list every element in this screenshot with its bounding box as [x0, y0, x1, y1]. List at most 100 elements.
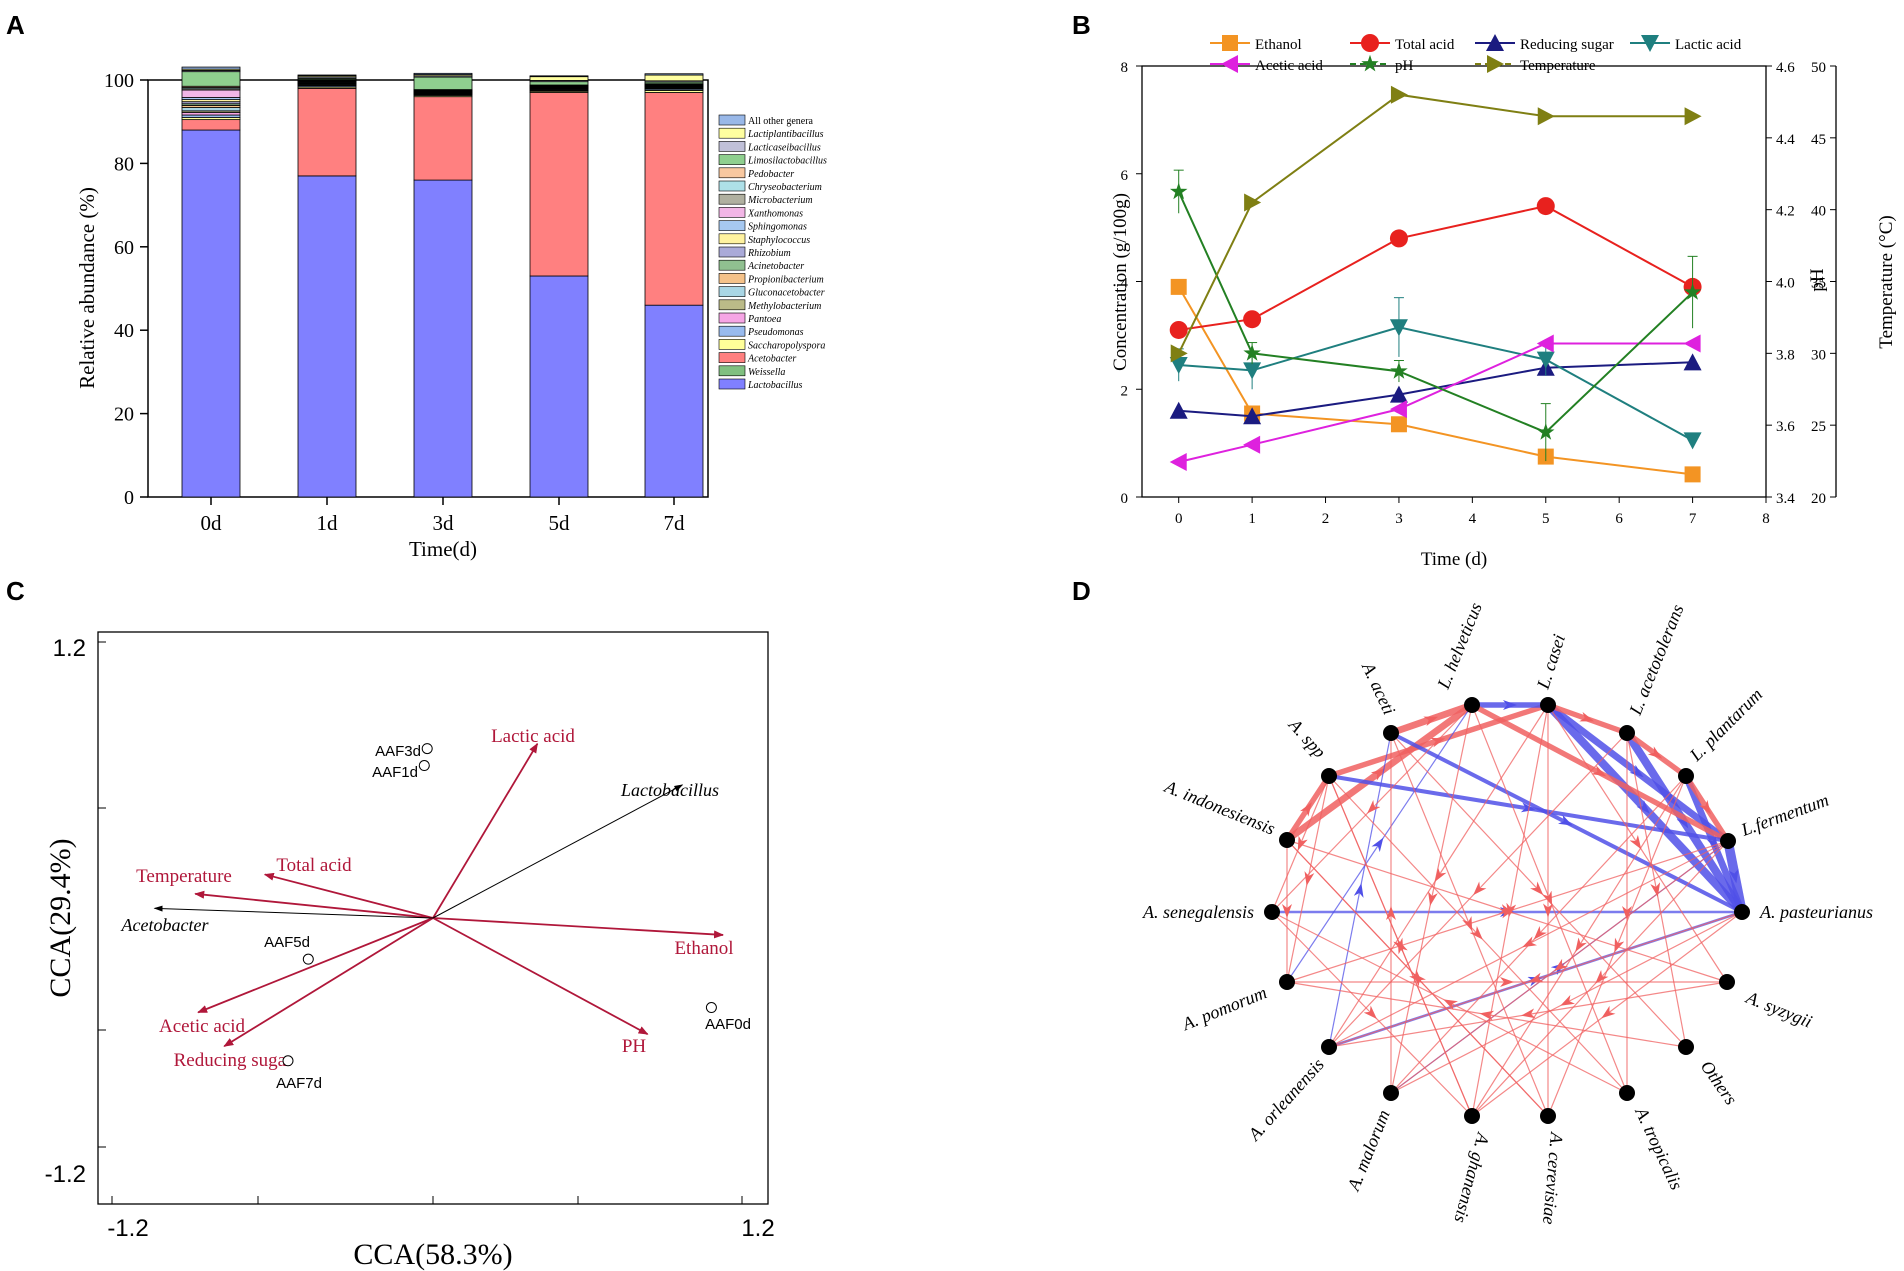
- node-label-l-acetotolerans: L. acetotolerans: [1625, 602, 1688, 719]
- legend-label-xanthomonas: Xanthomonas: [747, 208, 803, 219]
- edge-l-acetotolerans-to-a-pasteurianus: [1623, 730, 1746, 915]
- ph-tick-label: 4.6: [1776, 60, 1795, 76]
- node-l-plantarum: [1678, 768, 1694, 784]
- y-tick-label-c-top: 1.2: [53, 635, 86, 662]
- bar-lactobacillus-1d: [297, 175, 357, 498]
- legend-label-acetic-acid: Acetic acid: [1255, 58, 1323, 74]
- node-label-a-tropicalis: A. tropicalis: [1631, 1103, 1687, 1192]
- y-axis-title-c: CCA(29.4%): [44, 838, 77, 997]
- temperature-tick-label: 40: [1811, 204, 1826, 220]
- point-temperature-7: [1684, 107, 1702, 126]
- x-tick-label-a: 7d: [664, 511, 686, 535]
- series-acetic-acid: [1169, 334, 1701, 471]
- legend-swatch-saccharopolyspora: [718, 339, 746, 350]
- ph-tick-label: 3.8: [1776, 347, 1795, 363]
- bar-all-other-genera-1d: [297, 74, 357, 77]
- edge-l-casei-to-l-acetotolerans: [1547, 702, 1628, 736]
- node-label-a-spp: A. spp: [1284, 714, 1330, 762]
- bar-all-other-genera-5d: [529, 75, 589, 78]
- bar-lactobacillus-0d: [181, 129, 241, 498]
- y-tick-label-b: 0: [1121, 491, 1129, 507]
- sample-point-aaf0d: [705, 1002, 717, 1014]
- edge-a-spp-to-a-tropicalis: [1328, 775, 1628, 1094]
- x-axis-title-b: Time (d): [1421, 549, 1487, 570]
- env-label-ph: PH: [622, 1036, 647, 1057]
- sample-label-aaf1d: AAF1d: [372, 764, 418, 781]
- legend-marker-ph: [1361, 54, 1379, 72]
- edge-a-aceti-to-a-cerevisiae: [1390, 732, 1549, 1117]
- legend-label-ph: pH: [1395, 58, 1414, 74]
- y-tick-label-b: 2: [1121, 383, 1129, 399]
- sample-point-aaf3d: [421, 743, 433, 755]
- legend-swatch-limosilactobacillus: [718, 154, 746, 165]
- temperature-axis-title: Temperature (°C): [1876, 215, 1897, 348]
- temperature-tick-label: 35: [1811, 276, 1826, 292]
- node-label-a-aceti: A. aceti: [1358, 658, 1400, 717]
- node-a-ghanensis: [1464, 1108, 1480, 1124]
- x-tick-label-c-right: 1.2: [741, 1215, 774, 1242]
- y-tick-label-b: 8: [1121, 60, 1129, 76]
- x-tick-label-c-left: -1.2: [107, 1215, 148, 1242]
- ph-tick-label: 4.0: [1776, 276, 1795, 292]
- point-lactic-acid-3: [1389, 319, 1408, 337]
- legend-swatch-chryseobacterium: [718, 180, 746, 192]
- node-l-fermentum: [1720, 833, 1736, 849]
- species-arrow-lactobacillus: [432, 784, 684, 919]
- legend-label-staphylococcus: Staphylococcus: [748, 235, 810, 246]
- point-lactic-acid-1: [1243, 362, 1262, 380]
- edge-a-orleanensis-to-a-aceti: [1328, 732, 1392, 1048]
- y-axis-title-b: Concentration (g/100g): [1110, 193, 1131, 371]
- sample-point-aaf1d: [418, 760, 430, 772]
- edge-a-senegalensis-to-a-ghanensis: [1271, 911, 1473, 1117]
- legend-label-acetobacter: Acetobacter: [747, 354, 796, 365]
- point-temperature-3: [1390, 85, 1408, 104]
- point-ethanol-3: [1390, 416, 1407, 433]
- bar-acetobacter-7d: [644, 92, 704, 306]
- node-label-others: Others: [1697, 1057, 1741, 1109]
- edge-l-helveticus-to-l-fermentum: [1470, 702, 1730, 844]
- series-temperature: [1170, 85, 1702, 363]
- sample-label-aaf0d: AAF0d: [705, 1016, 751, 1033]
- y-tick-label-c-bottom: -1.2: [45, 1161, 86, 1188]
- point-ph-7: [1683, 283, 1702, 300]
- point-temperature-0: [1170, 344, 1188, 363]
- node-label-a-senegalensis: A. senegalensis: [1142, 902, 1254, 922]
- bar-all-other-genera-3d: [413, 72, 473, 75]
- x-tick-label-a: 3d: [433, 511, 455, 535]
- series-total-acid: [1169, 197, 1702, 339]
- edge-a-aceti-to-l-helveticus: [1389, 701, 1474, 737]
- point-total-acid-0: [1169, 320, 1188, 339]
- point-acetic-acid-1: [1243, 435, 1261, 454]
- edge-others-to-a-pomorum: [1286, 981, 1687, 1048]
- bar-acetobacter-1d: [297, 87, 357, 177]
- x-tick-label-b: 1: [1248, 511, 1256, 527]
- legend-swatch-weissella: [718, 365, 746, 377]
- legend-swatch-lactobacillus: [718, 378, 746, 390]
- legend-marker-ethanol: [1222, 35, 1238, 51]
- point-lactic-acid-7: [1683, 432, 1702, 450]
- bar-acetobacter-5d: [529, 92, 589, 277]
- x-tick-label-a: 5d: [549, 511, 571, 535]
- env-label-total-acid: Total acid: [276, 855, 352, 876]
- edge-l-plantarum-to-l-fermentum: [1683, 774, 1731, 843]
- y-axis-title-a: Relative abundance (%): [75, 187, 99, 389]
- edge-a-pomorum-to-l-fermentum: [1286, 840, 1729, 983]
- legend-swatch-all-other-genera: [718, 114, 746, 126]
- legend-label-all-other-genera: All other genera: [748, 116, 814, 127]
- node-a-indonesiensis: [1279, 832, 1295, 848]
- node-label-l-casei: L. casei: [1532, 632, 1569, 692]
- env-arrow-total-acid: [263, 872, 434, 919]
- legend-label-lacticaseibacillus: Lacticaseibacillus: [747, 142, 821, 153]
- legend-swatch-gluconacetobacter: [718, 286, 746, 297]
- node-a-aceti: [1383, 725, 1399, 741]
- point-reducing-sugar-1: [1243, 407, 1262, 425]
- point-ph-5: [1537, 423, 1555, 440]
- legend-marker-lactic-acid: [1641, 35, 1659, 52]
- edge-l-casei-to-l-fermentum: [1545, 702, 1731, 844]
- edge-a-ghanensis-to-a-spp: [1328, 775, 1473, 1117]
- env-arrow-reducing-sugar: [223, 917, 434, 1048]
- legend-swatch-rhizobium: [718, 246, 746, 258]
- edge-a-aceti-to-others: [1390, 732, 1687, 1048]
- point-total-acid-3: [1389, 229, 1408, 248]
- edge-l-plantarum-to-a-cerevisiae: [1547, 775, 1687, 1117]
